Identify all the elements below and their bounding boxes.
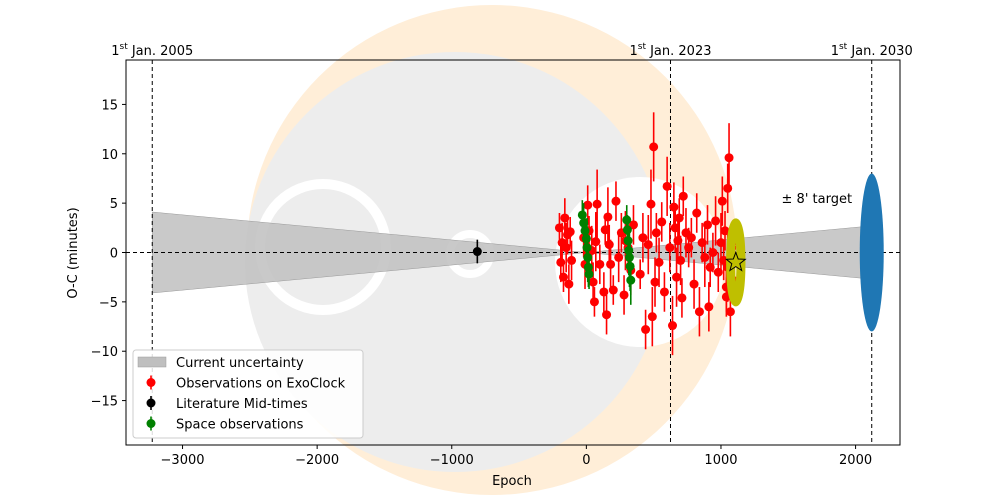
data-point bbox=[717, 196, 727, 206]
y-tick-label: 10 bbox=[101, 148, 118, 163]
data-point bbox=[677, 293, 687, 303]
data-point bbox=[711, 216, 721, 226]
legend-label: Space observations bbox=[176, 418, 304, 433]
data-point bbox=[565, 227, 575, 237]
data-point bbox=[592, 199, 602, 209]
y-tick-label: −10 bbox=[91, 345, 118, 360]
y-axis-label: O-C (minutes) bbox=[66, 207, 81, 298]
data-point bbox=[692, 208, 702, 218]
data-point bbox=[669, 202, 679, 212]
x-tick-label: −3000 bbox=[161, 453, 205, 468]
data-point bbox=[674, 213, 684, 223]
data-point bbox=[657, 217, 667, 227]
data-point bbox=[604, 240, 614, 250]
data-point bbox=[599, 287, 609, 297]
date-marker-label: 1st Jan. 2023 bbox=[629, 42, 711, 59]
data-point bbox=[654, 257, 664, 267]
legend: Current uncertainty Observations on ExoCl… bbox=[132, 349, 364, 439]
y-tick-label: −15 bbox=[91, 395, 118, 410]
data-point bbox=[725, 307, 735, 317]
data-point bbox=[678, 191, 688, 201]
data-point bbox=[641, 325, 651, 334]
x-tick-label: 1000 bbox=[704, 453, 737, 468]
data-point bbox=[662, 181, 672, 191]
data-point bbox=[659, 287, 669, 297]
data-point bbox=[567, 255, 577, 265]
data-point bbox=[650, 277, 660, 287]
data-point bbox=[626, 275, 636, 285]
legend-swatch bbox=[137, 356, 167, 368]
data-point bbox=[628, 220, 638, 230]
data-point bbox=[608, 285, 618, 295]
date-marker-label: 1st Jan. 2030 bbox=[831, 42, 913, 59]
data-point bbox=[602, 310, 612, 320]
data-point bbox=[589, 297, 599, 307]
data-point bbox=[694, 307, 704, 317]
x-tick-label: −2000 bbox=[295, 453, 339, 468]
legend-label: Observations on ExoClock bbox=[176, 377, 346, 392]
data-point bbox=[704, 302, 714, 312]
data-point bbox=[689, 279, 699, 289]
data-point bbox=[584, 269, 594, 279]
data-point bbox=[672, 272, 682, 282]
data-point bbox=[595, 259, 605, 269]
data-point bbox=[668, 321, 678, 331]
data-point bbox=[646, 199, 656, 209]
data-point bbox=[649, 142, 659, 152]
data-point bbox=[583, 200, 593, 210]
legend-label: Current uncertainty bbox=[176, 356, 304, 371]
target-annotation: ± 8' target bbox=[782, 192, 853, 207]
y-tick-label: −5 bbox=[99, 296, 118, 311]
data-point bbox=[603, 212, 613, 222]
data-point bbox=[606, 259, 616, 269]
data-point bbox=[619, 290, 629, 300]
data-point bbox=[708, 248, 718, 257]
data-point bbox=[556, 257, 566, 267]
data-point bbox=[703, 220, 713, 230]
y-tick-label: 0 bbox=[110, 247, 118, 262]
data-point bbox=[638, 233, 648, 243]
data-point bbox=[700, 252, 710, 262]
data-point bbox=[611, 196, 621, 206]
x-tick-label: 0 bbox=[582, 453, 590, 468]
data-point bbox=[643, 240, 653, 250]
date-marker-label: 1st Jan. 2005 bbox=[111, 42, 193, 59]
data-point bbox=[651, 228, 661, 238]
data-point bbox=[564, 279, 574, 289]
highlight-star bbox=[724, 250, 747, 272]
data-point bbox=[724, 153, 734, 163]
data-point bbox=[635, 269, 645, 279]
data-point bbox=[676, 255, 686, 265]
x-tick-label: 2000 bbox=[839, 453, 872, 468]
y-tick-label: 5 bbox=[110, 197, 118, 212]
x-axis-label: Epoch bbox=[492, 474, 532, 489]
data-point bbox=[588, 277, 598, 287]
data-point bbox=[472, 247, 482, 257]
data-point bbox=[591, 237, 601, 247]
x-tick-label: −1000 bbox=[430, 453, 474, 468]
data-point bbox=[647, 312, 657, 322]
data-point bbox=[554, 223, 564, 233]
plot-area: 1st Jan. 2005 1st Jan. 2023 1st Jan. 2030 ±… bbox=[111, 42, 913, 445]
legend-box bbox=[132, 349, 364, 439]
target-ellipse bbox=[859, 173, 884, 332]
data-point bbox=[561, 243, 571, 253]
data-point bbox=[665, 243, 675, 253]
y-tick-label: 15 bbox=[101, 98, 118, 113]
legend-marker bbox=[146, 378, 156, 387]
data-point bbox=[723, 183, 733, 193]
legend-marker bbox=[146, 398, 156, 408]
legend-marker bbox=[146, 419, 156, 428]
data-point bbox=[614, 252, 624, 262]
data-point bbox=[686, 233, 696, 243]
axes: −3000 −2000 −1000 0 1000 2000 −15 −10 −5 0 5 10 15 bbox=[91, 59, 901, 468]
legend-label: Literature Mid-times bbox=[176, 397, 308, 412]
